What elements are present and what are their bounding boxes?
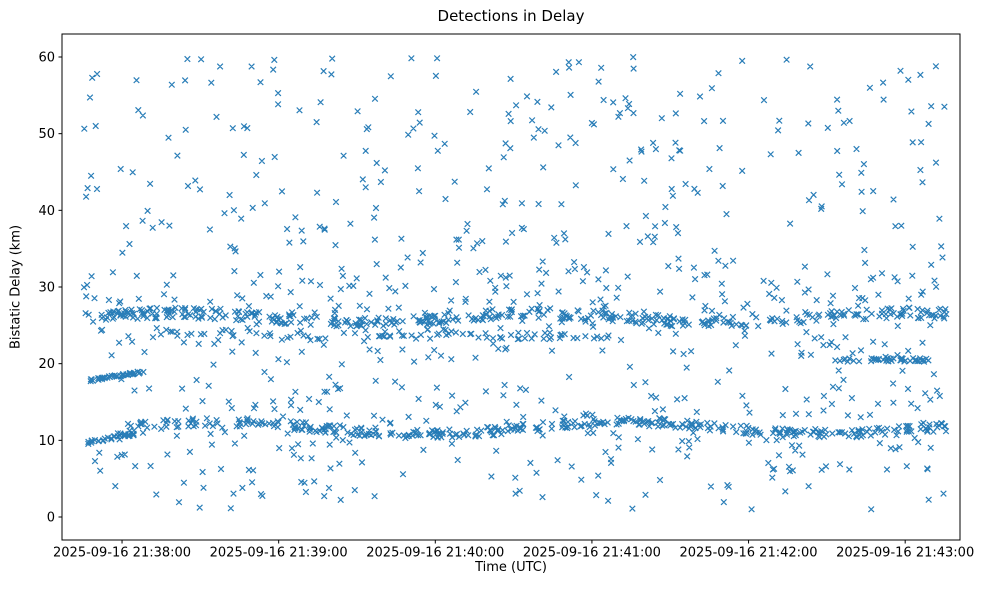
scatter-points-track-20km-late	[832, 338, 932, 374]
y-tick-label: 0	[47, 511, 55, 526]
y-axis-label: Bistatic Delay (km)	[8, 224, 24, 350]
y-tick-label: 30	[38, 281, 55, 296]
y-tick-label: 10	[38, 434, 55, 449]
y-tick-label: 20	[38, 357, 55, 372]
scatter-points-halo-26km	[80, 260, 935, 360]
scatter-points-background-noise	[81, 53, 950, 513]
scatter-points-track-10km-start	[85, 430, 137, 448]
scatter-points-track-12km	[124, 404, 949, 453]
x-tick-label: 2025-09-16 21:42:00	[680, 546, 818, 561]
scatter-points-track-24km-sub	[149, 326, 612, 355]
x-tick-label: 2025-09-16 21:41:00	[523, 546, 661, 561]
scatter-points-halo-12km	[91, 384, 948, 474]
axis-frame	[61, 33, 961, 541]
x-tick-label: 2025-09-16 21:39:00	[210, 546, 348, 561]
x-tick-label: 2025-09-16 21:40:00	[366, 546, 504, 561]
x-tick-label: 2025-09-16 21:38:00	[53, 546, 191, 561]
scatter-points-track-18km-start	[87, 368, 147, 385]
y-tick-label: 60	[38, 51, 55, 66]
x-tick-label: 2025-09-16 21:43:00	[836, 546, 974, 561]
chart-title: Detections in Delay	[437, 7, 585, 25]
x-axis-label: Time (UTC)	[475, 560, 547, 575]
y-tick-label: 40	[38, 204, 55, 219]
y-tick-label: 50	[38, 127, 55, 142]
